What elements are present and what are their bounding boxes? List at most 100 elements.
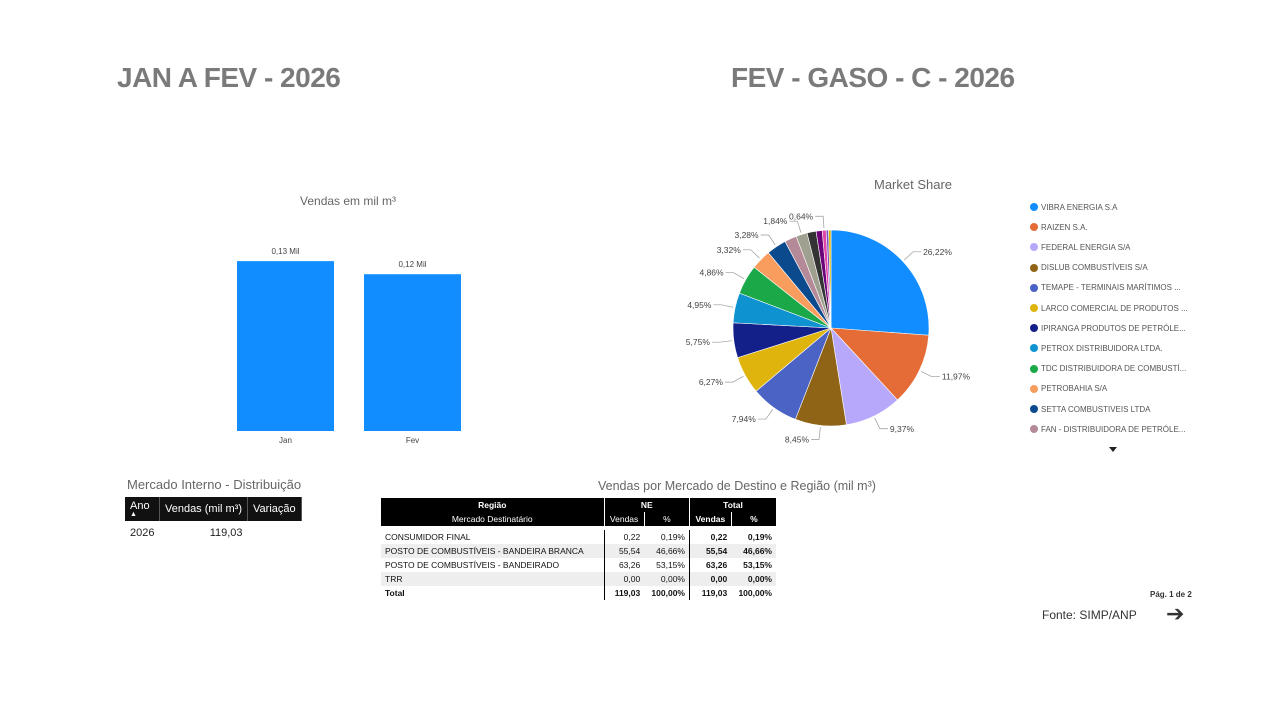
- pie-data-label: 5,75%: [686, 337, 711, 347]
- x-tick-label: Fev: [406, 436, 419, 445]
- header-vendas-total[interactable]: Vendas: [688, 512, 732, 526]
- legend-color-dot: [1030, 405, 1038, 413]
- pie-leader-line: [920, 371, 940, 378]
- table-row: 2026 119,03: [125, 521, 301, 545]
- legend-item[interactable]: RAIZEN S.A.: [1030, 220, 1088, 234]
- legend-label: TDC DISTRIBUIDORA DE COMBUSTÍ...: [1041, 364, 1187, 374]
- pie-chart: 26,22% 11,97% 9,37% 8,45% 7,94% 6,27% 5,75% 4,9…: [686, 211, 971, 444]
- header-regiao: Região: [381, 498, 604, 512]
- legend-color-dot: [1030, 243, 1038, 252]
- row-name-cell: CONSUMIDOR FINAL: [385, 532, 471, 542]
- variacao-cell: [248, 521, 302, 545]
- pie-leader-line: [724, 375, 744, 383]
- vendas-table-title: Vendas por Mercado de Destino e Região (…: [598, 479, 876, 493]
- legend-label: PETROX DISTRIBUIDORA LTDA.: [1041, 343, 1163, 353]
- ano-cell: 2026: [130, 527, 155, 539]
- bar-jan[interactable]: [237, 261, 334, 431]
- pct-total-total-cell: 100,00%: [738, 588, 772, 598]
- arrow-right-icon[interactable]: ➔: [1166, 601, 1185, 626]
- pie-data-label: 4,86%: [699, 268, 724, 278]
- header-pct-total[interactable]: %: [730, 512, 776, 526]
- pct-ne-cell: 0,00%: [644, 572, 690, 586]
- total-label-cell: Total: [385, 588, 405, 598]
- legend-item[interactable]: TDC DISTRIBUIDORA DE COMBUSTÍ...: [1030, 362, 1186, 376]
- column-header-ano[interactable]: Ano ▲: [125, 497, 160, 521]
- table-total-row: Total 119,03 100,00% 119,03 100,00%: [381, 586, 776, 600]
- legend-label: SETTA COMBUSTIVEIS LTDA: [1041, 404, 1151, 414]
- source-note: Fonte: SIMP/ANP: [1042, 608, 1137, 622]
- legend-item[interactable]: FAN - DISTRIBUIDORA DE PETRÓLE...: [1030, 422, 1185, 436]
- legend-color-dot: [1030, 304, 1038, 312]
- legend-item[interactable]: FEDERAL ENERGIA S/A: [1030, 240, 1131, 254]
- column-header-variacao[interactable]: Variação: [247, 497, 302, 521]
- legend-label: IPIRANGA PRODUTOS DE PETRÓLE...: [1041, 323, 1186, 333]
- header-ne[interactable]: NE: [603, 498, 690, 512]
- pie-leader-line: [760, 234, 776, 246]
- legend-item[interactable]: LARCO COMERCIAL DE PRODUTOS ...: [1030, 301, 1188, 315]
- vendas-ne-cell: 55,54: [603, 544, 645, 558]
- legend-item[interactable]: TEMAPE - TERMINAIS MARÍTIMOS ...: [1030, 281, 1181, 295]
- vendas-total-cell: 0,22: [688, 530, 732, 544]
- pie-data-label: 8,45%: [785, 434, 810, 444]
- caret-down-icon[interactable]: [1109, 447, 1117, 452]
- pct-ne-cell: 53,15%: [656, 560, 685, 570]
- pct-total-cell: 46,66%: [731, 544, 776, 558]
- legend-item[interactable]: SETTA COMBUSTIVEIS LTDA: [1030, 402, 1151, 416]
- row-name-cell: POSTO DE COMBUSTÍVEIS - BANDEIRADO: [385, 560, 560, 570]
- legend-color-dot: [1030, 344, 1038, 353]
- pct-total-cell: 0,19%: [747, 532, 772, 542]
- legend-item[interactable]: PETROBAHIA S/A: [1030, 382, 1107, 396]
- bar-data-label: 0,12 Mil: [398, 260, 426, 269]
- row-name-cell: TRR: [381, 572, 604, 586]
- legend-label: FEDERAL ENERGIA S/A: [1041, 242, 1131, 252]
- pie-leader-line: [874, 417, 888, 430]
- pie-leader-line: [713, 304, 734, 308]
- pie-leader-line: [711, 340, 732, 343]
- legend-item[interactable]: PETROX DISTRIBUIDORA LTDA.: [1030, 341, 1163, 355]
- legend-item[interactable]: IPIRANGA PRODUTOS DE PETRÓLE...: [1030, 321, 1186, 335]
- table-row: POSTO DE COMBUSTÍVEIS - BANDEIRA BRANCA …: [381, 544, 776, 558]
- pie-leader-line: [815, 215, 825, 229]
- legend-item[interactable]: VIBRA ENERGIA S.A: [1030, 200, 1117, 214]
- pie-data-label: 26,22%: [923, 247, 952, 257]
- vendas-ne-cell: 0,00: [603, 572, 645, 586]
- legend-label: RAIZEN S.A.: [1041, 222, 1088, 232]
- header-mercado-destinatario[interactable]: Mercado Destinatário: [381, 512, 604, 526]
- header-pct-ne[interactable]: %: [643, 512, 690, 526]
- pie-data-label: 4,95%: [687, 300, 712, 310]
- table-row: TRR 0,00 0,00% 0,00 0,00%: [381, 572, 776, 586]
- vendas-total-total-cell: 119,03: [688, 586, 732, 600]
- pie-slice[interactable]: [830, 327, 930, 401]
- bar-fev[interactable]: [364, 274, 461, 431]
- table-row: POSTO DE COMBUSTÍVEIS - BANDEIRADO 63,26…: [381, 558, 776, 572]
- legend-label: VIBRA ENERGIA S.A: [1041, 202, 1118, 212]
- legend-label: LARCO COMERCIAL DE PRODUTOS ...: [1041, 303, 1188, 313]
- legend-color-dot: [1030, 425, 1038, 434]
- header-total: Total: [688, 498, 776, 512]
- mercado-interno-title: Mercado Interno - Distribuição: [127, 477, 302, 492]
- column-header-vendas[interactable]: Vendas (mil m³): [159, 497, 249, 521]
- vendas-ne-total-cell: 119,03: [603, 586, 645, 600]
- bar-chart: 0,13 Mil Jan 0,12 Mil Fev: [237, 247, 461, 445]
- pie-data-label: 1,84%: [763, 216, 788, 226]
- x-tick-label: Jan: [279, 436, 292, 445]
- pie-slice[interactable]: [828, 229, 832, 329]
- vendas-total-cell: 0,00: [688, 572, 732, 586]
- pct-total-cell: 53,15%: [743, 560, 772, 570]
- pie-leader-line: [789, 220, 802, 233]
- pie-data-label: 6,27%: [699, 377, 724, 387]
- vendas-cell: 119,03: [209, 527, 243, 539]
- pct-ne-cell: 0,19%: [660, 532, 685, 542]
- pie-slice[interactable]: [830, 229, 930, 336]
- legend-label: PETROBAHIA S/A: [1041, 384, 1108, 394]
- legend-label: TEMAPE - TERMINAIS MARÍTIMOS ...: [1041, 283, 1181, 293]
- legend-color-dot: [1030, 263, 1038, 272]
- pie-data-label: 9,37%: [890, 424, 915, 434]
- pct-total-cell: 0,00%: [731, 572, 776, 586]
- header-vendas-ne[interactable]: Vendas: [603, 512, 645, 526]
- table-row: CONSUMIDOR FINAL 0,22 0,19% 0,22 0,19%: [381, 530, 776, 544]
- pct-ne-total-cell: 100,00%: [651, 588, 685, 598]
- pie-leader-line: [904, 251, 922, 261]
- bar-chart-title: Vendas em mil m³: [300, 194, 397, 208]
- legend-item[interactable]: DISLUB COMBUSTÍVEIS S/A: [1030, 261, 1148, 275]
